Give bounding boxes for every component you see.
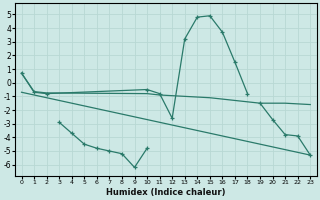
X-axis label: Humidex (Indice chaleur): Humidex (Indice chaleur) <box>106 188 226 197</box>
